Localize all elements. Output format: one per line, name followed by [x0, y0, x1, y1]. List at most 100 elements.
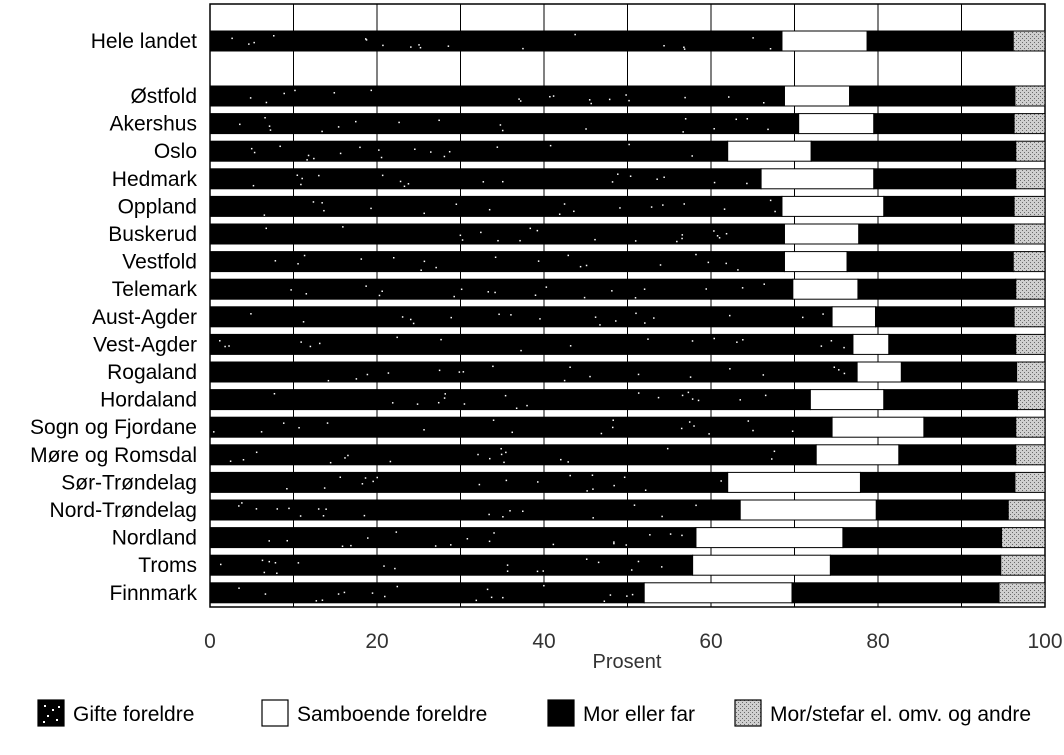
speckle	[683, 46, 685, 49]
speckle	[549, 95, 551, 98]
bar-segment-1	[209, 306, 833, 328]
speckle	[683, 48, 686, 50]
speckle	[634, 240, 637, 242]
speckle	[363, 514, 366, 517]
bar-segment-4	[1015, 168, 1046, 190]
speckle	[263, 571, 266, 574]
speckle	[253, 151, 256, 154]
speckle	[820, 345, 823, 347]
speckle	[660, 566, 663, 568]
speckle	[537, 481, 539, 483]
speckle	[416, 403, 419, 405]
speckle	[250, 147, 253, 150]
speckle	[492, 419, 495, 421]
speckle	[500, 453, 503, 456]
speckle	[448, 150, 451, 153]
bar-segment-3	[846, 251, 1014, 273]
speckle	[297, 562, 300, 564]
speckle	[741, 287, 744, 289]
speckle	[626, 595, 628, 597]
speckle	[552, 543, 555, 546]
legend-label: Samboende foreldre	[297, 703, 487, 726]
speckle	[637, 392, 640, 394]
speckle	[265, 101, 268, 104]
speckle	[265, 227, 267, 230]
bar-segment-2	[783, 251, 848, 273]
speckle	[661, 515, 663, 518]
bar-segment-4	[1007, 499, 1046, 521]
speckle	[268, 540, 270, 542]
speckle	[522, 47, 524, 50]
bar-segment-4	[1015, 140, 1046, 162]
speckle	[643, 288, 646, 290]
speckle	[477, 453, 479, 456]
speckle	[478, 483, 481, 486]
speckle	[579, 265, 582, 268]
speckle	[637, 373, 640, 376]
category-label: Akershus	[109, 113, 197, 136]
speckle	[583, 296, 586, 299]
speckle	[501, 129, 504, 132]
speckle	[746, 182, 748, 185]
speckle	[219, 340, 221, 342]
speckle	[791, 430, 794, 432]
speckle	[774, 210, 776, 213]
speckle	[302, 321, 305, 323]
bar-segment-4	[1014, 471, 1046, 493]
speckle	[843, 346, 845, 349]
bar-segment-3	[829, 554, 1002, 576]
speckle	[608, 98, 611, 101]
speckle	[493, 532, 495, 534]
speckle	[656, 178, 658, 180]
speckle	[321, 130, 323, 133]
speckle	[450, 316, 452, 319]
speckle	[573, 210, 575, 213]
speckle	[323, 487, 326, 489]
speckle	[355, 120, 357, 123]
speckle	[617, 173, 619, 175]
speckle	[585, 264, 588, 267]
speckle	[563, 379, 566, 382]
speckle	[594, 316, 597, 318]
speckle	[323, 209, 325, 212]
speckle	[269, 129, 272, 131]
bar-segment-4	[1015, 278, 1046, 300]
speckle	[488, 540, 491, 543]
bar-segment-1	[209, 444, 817, 466]
bar-segment-3	[859, 471, 1016, 493]
bar-segment-3	[858, 223, 1015, 245]
category-label: Troms	[138, 554, 197, 577]
speckle	[591, 474, 594, 476]
speckle	[496, 146, 499, 148]
speckle	[729, 368, 731, 370]
speckle	[409, 318, 412, 321]
speckle	[713, 181, 716, 184]
speckle	[687, 391, 690, 394]
bar-segment-3	[875, 499, 1009, 521]
bar-segment-2	[727, 471, 861, 493]
speckle	[487, 291, 490, 293]
speckle	[268, 560, 271, 563]
category-label: Telemark	[112, 278, 198, 301]
speckle	[440, 338, 442, 341]
speckle	[420, 269, 422, 271]
speckle	[713, 230, 715, 232]
legend-swatch	[261, 699, 289, 727]
speckle	[255, 508, 258, 510]
speckle	[383, 565, 385, 567]
speckle	[725, 262, 727, 265]
speckle	[637, 560, 640, 563]
speckle	[720, 480, 722, 482]
speckle	[412, 322, 415, 325]
speckle	[387, 372, 390, 374]
speckle	[619, 207, 621, 209]
category-label: Hele landet	[91, 30, 197, 53]
bar-segment-2	[831, 306, 876, 328]
speckle	[764, 394, 767, 397]
speckle	[282, 422, 285, 424]
speckle	[728, 314, 731, 317]
speckle	[300, 183, 302, 186]
speckle	[697, 399, 700, 402]
speckle	[569, 345, 572, 347]
